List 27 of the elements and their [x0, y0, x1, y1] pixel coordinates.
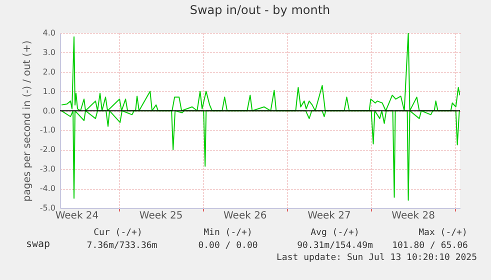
y-tick-label: 1.0	[42, 86, 56, 96]
x-tick-label: Week 25	[139, 210, 183, 222]
y-tick-label: -2.0	[40, 145, 56, 154]
y-axis-title: pages per second in (-) / out (+)	[22, 40, 33, 202]
text: 90.31m/154.49m	[297, 241, 373, 251]
text: 101.80 / 65.06	[392, 241, 468, 251]
chart-title: Swap in/out - by month	[190, 3, 330, 17]
y-tick-label: -1.0	[40, 126, 56, 135]
text: Min (-/+)	[204, 228, 252, 238]
y-tick-label: -4.0	[40, 184, 56, 194]
text: Last update: Sun Jul 13 10:20:10 2025	[276, 253, 477, 263]
text: 0.00 / 0.00	[198, 241, 258, 251]
y-tick-label: 2.0	[42, 67, 56, 76]
y-tick-label: 3.0	[42, 48, 56, 57]
text: Avg (-/+)	[310, 228, 360, 238]
x-tick-label: Week 24	[55, 210, 99, 222]
y-tick-label: -3.0	[40, 164, 56, 174]
x-tick-label: Week 27	[308, 210, 351, 222]
text: 7.36m/733.36m	[86, 241, 158, 251]
text: Max (-/+)	[418, 228, 468, 238]
x-tick-label: Week 28	[392, 210, 435, 222]
y-tick-label: -5.0	[40, 204, 56, 212]
text: Cur (-/+)	[94, 228, 142, 238]
y-tick-label: 4.0	[42, 28, 56, 38]
text: swap	[26, 239, 50, 250]
x-tick-label: Week 26	[224, 210, 267, 222]
y-tick-label: 0.0	[42, 106, 56, 116]
